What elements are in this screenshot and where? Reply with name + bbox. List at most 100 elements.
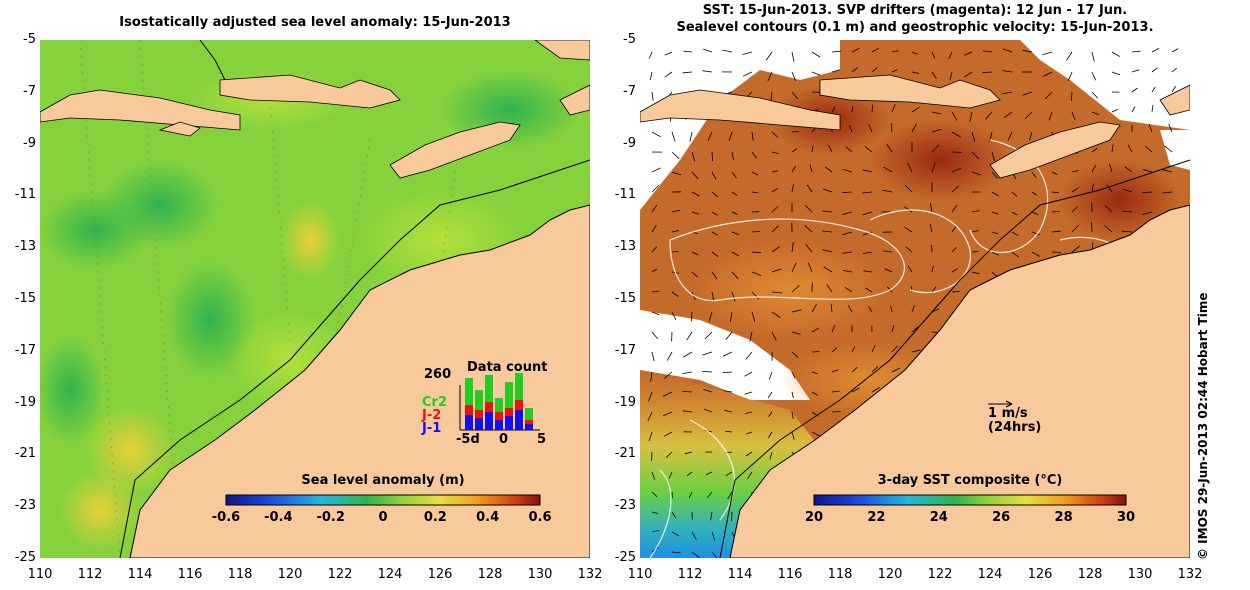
velocity-arrow: [791, 91, 799, 99]
sla-lat-tick: -11: [14, 187, 36, 203]
velocity-arrow: [729, 311, 733, 322]
data-count-title: Data count: [467, 360, 548, 375]
velocity-arrow: [651, 311, 660, 316]
velocity-arrow: [1145, 145, 1153, 153]
velocity-arrow: [791, 285, 800, 293]
velocity-arrow: [1091, 51, 1095, 62]
velocity-arrow: [931, 111, 942, 115]
velocity-arrow: [691, 271, 698, 278]
velocity-arrow: [1051, 211, 1060, 213]
velocity-arrow: [883, 250, 893, 253]
velocity-arrow: [666, 351, 673, 361]
sla-colorbar-tick: -0.6: [211, 510, 241, 525]
velocity-arrow: [886, 143, 893, 153]
velocity-arrow: [871, 366, 879, 373]
velocity-arrow: [1109, 163, 1113, 173]
legend-cr2: Cr2: [422, 395, 447, 410]
velocity-arrow: [768, 411, 773, 418]
velocity-arrow: [703, 408, 713, 413]
sla-lon-tick: 126: [427, 567, 453, 582]
velocity-arrow: [911, 123, 917, 133]
velocity-arrow: [971, 131, 976, 142]
velocity-arrow: [1148, 124, 1153, 133]
velocity-arrow: [742, 71, 753, 77]
sla-lon-tick: 130: [527, 567, 553, 582]
sst-lat-tick: -13: [614, 239, 636, 255]
velocity-arrow: [671, 531, 679, 537]
sst-lon-tick: 118: [827, 567, 853, 582]
velocity-arrow: [702, 371, 713, 373]
timor-land: [989, 121, 1121, 179]
velocity-arrow: [1031, 191, 1038, 196]
sst-lon-tick: 112: [677, 567, 703, 582]
velocity-arrow: [691, 171, 699, 179]
velocity-arrow: [823, 266, 833, 273]
velocity-arrow: [749, 331, 753, 342]
sst-lon-tick: 130: [1127, 567, 1153, 582]
velocity-arrow: [971, 151, 980, 160]
velocity-arrow: [911, 326, 919, 333]
velocity-arrow: [731, 191, 738, 197]
velocity-arrow: [751, 271, 762, 276]
sla-lat-tick: -17: [14, 342, 36, 358]
data-count-bar: [475, 418, 483, 430]
velocity-arrow: [851, 105, 854, 113]
velocity-arrow: [725, 430, 733, 433]
velocity-arrow: [1127, 144, 1133, 153]
sst-colorbar-tick: 26: [992, 510, 1011, 525]
velocity-arrow: [689, 131, 693, 142]
velocity-arrow: [702, 351, 713, 356]
velocity-arrow: [751, 311, 756, 322]
velocity-arrow: [791, 131, 800, 133]
velocity-arrow: [822, 249, 833, 253]
velocity-arrow: [651, 225, 657, 233]
sla-lon-tick: 118: [227, 567, 253, 582]
sla-lon-tick: 110: [27, 567, 53, 582]
velocity-arrow: [811, 431, 820, 437]
sla-map-svg: [40, 40, 590, 558]
data-count-bar: [465, 415, 473, 430]
velocity-arrow: [725, 471, 733, 477]
velocity-arrow: [651, 167, 662, 173]
data-count-chart: [459, 373, 540, 431]
velocity-arrow: [851, 47, 860, 53]
velocity-arrow: [868, 305, 873, 313]
velocity-arrow: [1162, 169, 1173, 173]
velocity-arrow: [862, 251, 873, 254]
sst-lon-tick: 128: [1077, 567, 1103, 582]
velocity-arrow: [651, 185, 659, 193]
sst-lon-tick: 124: [977, 567, 1003, 582]
sla-colorbar-tick: -0.4: [264, 510, 293, 525]
sla-colorbar-title: Sea level anomaly (m): [301, 473, 465, 488]
velocity-arrow: [809, 164, 813, 173]
velocity-arrow: [650, 371, 653, 382]
sst-warm-patch: [870, 120, 1010, 200]
velocity-arrow: [731, 231, 740, 236]
velocity-arrow: [991, 231, 999, 235]
velocity-arrow: [891, 69, 898, 73]
sst-colorbar-tick: 24: [929, 510, 948, 525]
sla-colorbar: [225, 494, 541, 506]
velocity-arrow: [711, 251, 719, 257]
sst-colorbar-tick: 30: [1116, 510, 1136, 525]
sla-lon-tick: 112: [77, 567, 103, 582]
sea-level-anomaly-map[interactable]: [40, 40, 590, 558]
velocity-arrow: [1122, 188, 1133, 193]
velocity-arrow: [991, 151, 995, 162]
velocity-arrow: [907, 162, 913, 173]
velocity-arrow: [1007, 131, 1013, 141]
sla-colorbar-tick: 0.6: [528, 510, 552, 525]
velocity-arrow: [648, 391, 653, 402]
velocity-arrow: [1091, 147, 1098, 153]
sst-map[interactable]: [640, 40, 1190, 558]
velocity-arrow: [842, 231, 853, 236]
velocity-arrow: [651, 451, 653, 461]
velocity-arrow: [771, 331, 777, 341]
sla-colorbar-tick: 0.4: [476, 510, 500, 525]
velocity-arrow: [851, 366, 858, 373]
velocity-arrow: [865, 287, 873, 293]
velocity-arrow: [691, 211, 700, 215]
sst-lat-tick: -21: [614, 446, 636, 462]
velocity-arrow: [911, 305, 915, 313]
sst-lon-tick: 120: [877, 567, 903, 582]
